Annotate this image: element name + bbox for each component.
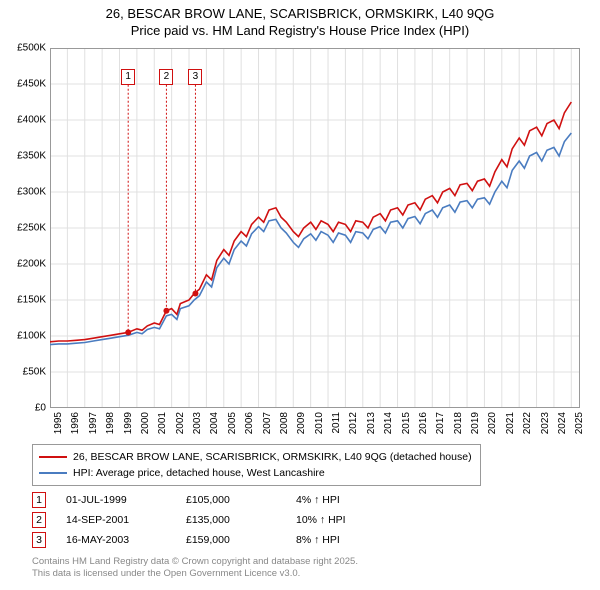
x-tick-label: 2005: [227, 412, 238, 434]
y-tick-label: £300K: [17, 187, 46, 198]
x-tick-label: 2018: [453, 412, 464, 434]
y-tick-label: £150K: [17, 295, 46, 306]
legend-row: 26, BESCAR BROW LANE, SCARISBRICK, ORMSK…: [39, 449, 472, 465]
y-tick-label: £250K: [17, 223, 46, 234]
legend-swatch: [39, 472, 67, 474]
x-tick-label: 2007: [262, 412, 273, 434]
y-tick-label: £400K: [17, 115, 46, 126]
x-tick-label: 2019: [470, 412, 481, 434]
y-tick-label: £350K: [17, 151, 46, 162]
x-tick-label: 2014: [383, 412, 394, 434]
x-tick-label: 1996: [70, 412, 81, 434]
footer-line-2: This data is licensed under the Open Gov…: [32, 568, 358, 580]
y-tick-label: £450K: [17, 79, 46, 90]
legend-label: 26, BESCAR BROW LANE, SCARISBRICK, ORMSK…: [73, 449, 472, 465]
y-tick-label: £100K: [17, 331, 46, 342]
transaction-marker: 1: [32, 492, 46, 508]
transaction-date: 16-MAY-2003: [66, 534, 186, 546]
x-tick-label: 2020: [487, 412, 498, 434]
marker-box: 3: [188, 69, 202, 85]
x-tick-label: 2017: [435, 412, 446, 434]
x-tick-label: 1999: [123, 412, 134, 434]
transaction-ratio: 4% ↑ HPI: [296, 494, 376, 506]
y-axis: £0£50K£100K£150K£200K£250K£300K£350K£400…: [0, 48, 50, 408]
transaction-marker: 3: [32, 532, 46, 548]
transaction-ratio: 10% ↑ HPI: [296, 514, 376, 526]
legend-swatch: [39, 456, 67, 458]
x-tick-label: 2001: [157, 412, 168, 434]
transaction-row: 3 16-MAY-2003£159,0008% ↑ HPI: [32, 530, 376, 550]
footer: Contains HM Land Registry data © Crown c…: [32, 556, 358, 581]
legend-label: HPI: Average price, detached house, West…: [73, 465, 325, 481]
x-tick-label: 1998: [105, 412, 116, 434]
x-tick-label: 1995: [53, 412, 64, 434]
y-tick-label: £500K: [17, 43, 46, 54]
title-line-2: Price paid vs. HM Land Registry's House …: [0, 23, 600, 40]
legend-row: HPI: Average price, detached house, West…: [39, 465, 472, 481]
x-tick-label: 2002: [175, 412, 186, 434]
marker-box: 1: [121, 69, 135, 85]
x-tick-label: 2024: [557, 412, 568, 434]
footer-line-1: Contains HM Land Registry data © Crown c…: [32, 556, 358, 568]
y-tick-label: £200K: [17, 259, 46, 270]
plot-area: 1 23: [50, 48, 580, 408]
chart-title: 26, BESCAR BROW LANE, SCARISBRICK, ORMSK…: [0, 0, 600, 40]
x-tick-label: 2015: [401, 412, 412, 434]
transaction-price: £135,000: [186, 514, 296, 526]
x-tick-label: 2025: [574, 412, 585, 434]
x-tick-label: 2023: [540, 412, 551, 434]
x-tick-label: 2016: [418, 412, 429, 434]
x-tick-label: 2013: [366, 412, 377, 434]
x-tick-label: 2006: [244, 412, 255, 434]
plot-svg: [50, 48, 580, 408]
transaction-marker: 2: [32, 512, 46, 528]
x-tick-label: 2000: [140, 412, 151, 434]
x-axis: 1995 1996 1997 1998 1999 2000 2001 2002 2003 2004…: [50, 408, 580, 448]
title-line-1: 26, BESCAR BROW LANE, SCARISBRICK, ORMSK…: [0, 6, 600, 23]
marker-box: 2: [159, 69, 173, 85]
legend: 26, BESCAR BROW LANE, SCARISBRICK, ORMSK…: [32, 444, 481, 486]
x-tick-label: 1997: [88, 412, 99, 434]
x-tick-label: 2008: [279, 412, 290, 434]
x-tick-label: 2022: [522, 412, 533, 434]
y-tick-label: £50K: [23, 367, 46, 378]
x-tick-label: 2009: [296, 412, 307, 434]
transaction-ratio: 8% ↑ HPI: [296, 534, 376, 546]
x-tick-label: 2011: [331, 412, 342, 434]
transaction-row: 2 14-SEP-2001£135,00010% ↑ HPI: [32, 510, 376, 530]
y-tick-label: £0: [35, 403, 46, 414]
transaction-price: £159,000: [186, 534, 296, 546]
chart-container: 26, BESCAR BROW LANE, SCARISBRICK, ORMSK…: [0, 0, 600, 590]
x-tick-label: 2012: [348, 412, 359, 434]
x-tick-label: 2010: [314, 412, 325, 434]
x-tick-label: 2021: [505, 412, 516, 434]
transaction-date: 14-SEP-2001: [66, 514, 186, 526]
x-tick-label: 2004: [209, 412, 220, 434]
transaction-row: 1 01-JUL-1999£105,0004% ↑ HPI: [32, 490, 376, 510]
transaction-date: 01-JUL-1999: [66, 494, 186, 506]
transactions-table: 1 01-JUL-1999£105,0004% ↑ HPI 2 14-SEP-2001…: [32, 490, 376, 550]
x-tick-label: 2003: [192, 412, 203, 434]
transaction-price: £105,000: [186, 494, 296, 506]
